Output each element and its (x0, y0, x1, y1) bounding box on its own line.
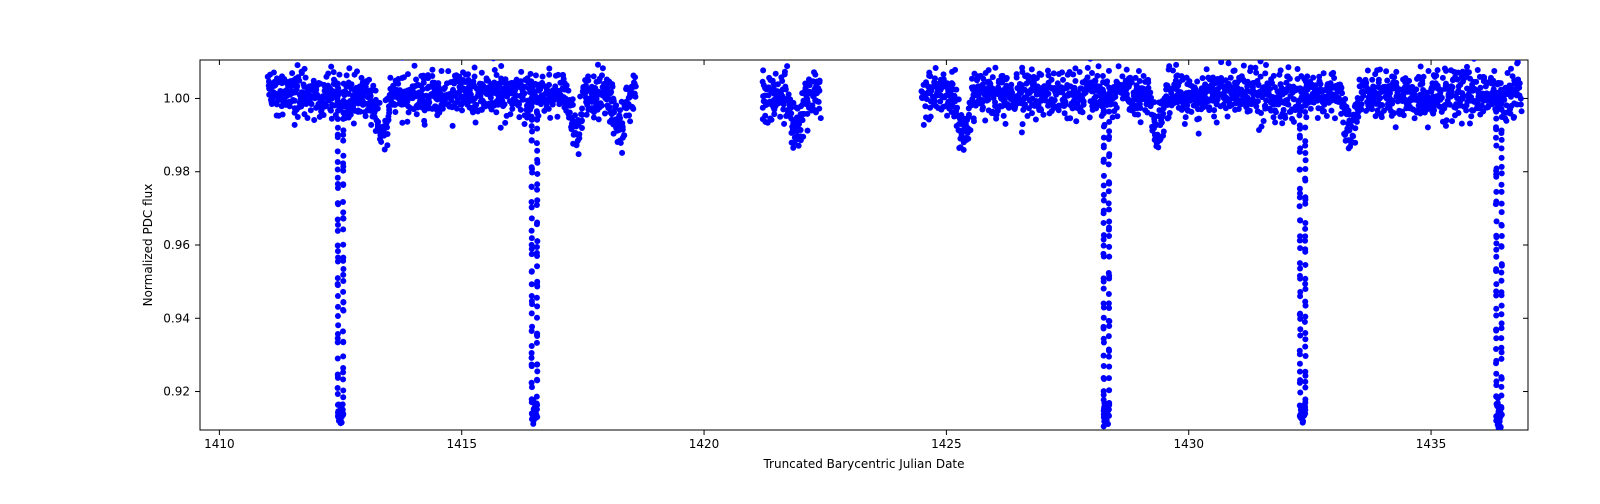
y-tick-label: 0.96 (163, 238, 190, 252)
y-axis-label: Normalized PDC flux (141, 184, 155, 307)
x-tick-label: 1410 (204, 437, 235, 451)
y-tick-label: 0.98 (163, 165, 190, 179)
x-tick-label: 1415 (446, 437, 477, 451)
y-tick-label: 1.00 (163, 91, 190, 105)
x-tick-label: 1425 (931, 437, 962, 451)
figure: 1410 1415 1420 1425 1430 1435 0.92 0.94 0.96 0.98… (0, 0, 1600, 500)
scatter-points (265, 53, 1525, 431)
x-tick-label: 1430 (1173, 437, 1204, 451)
x-tick-label: 1435 (1416, 437, 1447, 451)
y-tick-label: 0.94 (163, 311, 190, 325)
chart-svg: 1410 1415 1420 1425 1430 1435 0.92 0.94 0.96 0.98… (0, 0, 1600, 500)
y-tick-label: 0.92 (163, 385, 190, 399)
x-axis-label: Truncated Barycentric Julian Date (762, 457, 964, 471)
x-tick-label: 1420 (689, 437, 720, 451)
